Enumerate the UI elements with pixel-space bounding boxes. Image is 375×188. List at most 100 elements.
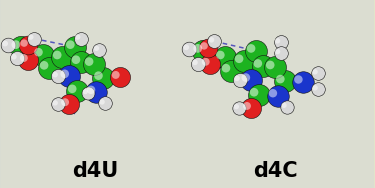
Point xyxy=(253,49,259,52)
Point xyxy=(52,101,58,104)
Point xyxy=(236,107,242,110)
Point xyxy=(209,38,214,41)
Point xyxy=(248,107,254,110)
Point xyxy=(85,92,91,95)
Point xyxy=(93,47,99,50)
Point xyxy=(186,47,192,50)
Point xyxy=(96,48,102,51)
Point xyxy=(272,66,278,69)
Point xyxy=(66,103,72,106)
Point xyxy=(270,92,276,95)
Point xyxy=(113,74,119,77)
Point xyxy=(82,90,88,93)
Point xyxy=(192,61,198,64)
Point xyxy=(14,57,20,60)
Point xyxy=(256,93,262,96)
Point xyxy=(102,102,108,105)
Point xyxy=(55,75,61,78)
Point xyxy=(248,47,254,50)
Point xyxy=(255,62,261,65)
Point xyxy=(28,36,34,39)
Point xyxy=(203,60,209,63)
Point xyxy=(41,64,47,67)
Point xyxy=(11,55,17,58)
Point xyxy=(2,42,8,45)
Point xyxy=(99,100,105,103)
Point xyxy=(282,80,288,83)
Point xyxy=(217,54,223,57)
Point xyxy=(68,43,74,46)
Point xyxy=(312,86,318,89)
Point xyxy=(244,105,250,108)
Point xyxy=(236,57,242,60)
Point xyxy=(228,69,234,72)
Point xyxy=(31,37,37,40)
Point xyxy=(274,39,280,42)
Point xyxy=(284,105,290,108)
Point xyxy=(117,76,123,79)
Point xyxy=(21,42,27,45)
Point xyxy=(86,60,92,63)
Point xyxy=(73,58,79,61)
Point xyxy=(62,101,68,104)
Point xyxy=(195,47,201,50)
Point xyxy=(40,53,46,56)
Point xyxy=(78,61,84,64)
Point xyxy=(233,105,239,108)
Point xyxy=(251,91,257,94)
Point xyxy=(260,64,266,67)
Point xyxy=(300,80,306,83)
Point xyxy=(91,62,97,65)
Point xyxy=(274,50,280,53)
Point xyxy=(100,77,106,80)
Point xyxy=(25,59,31,62)
Point xyxy=(278,78,284,81)
Point xyxy=(66,75,72,78)
Point xyxy=(278,41,284,44)
Point xyxy=(222,56,228,59)
Point xyxy=(223,67,229,70)
Point xyxy=(46,66,52,69)
Point xyxy=(312,70,318,73)
Point xyxy=(74,90,80,93)
Point xyxy=(315,72,321,75)
Point xyxy=(96,74,102,77)
Point xyxy=(88,88,94,91)
Point xyxy=(237,78,243,81)
Point xyxy=(18,45,24,49)
Point xyxy=(248,78,254,81)
Point xyxy=(234,77,240,80)
Point xyxy=(21,57,27,60)
Point xyxy=(59,56,65,59)
Point xyxy=(200,49,206,52)
Point xyxy=(36,51,42,54)
Point xyxy=(205,46,211,49)
Point xyxy=(62,72,68,75)
Point xyxy=(25,44,31,47)
Point xyxy=(211,40,217,43)
Point xyxy=(201,44,207,47)
Point xyxy=(315,88,321,91)
Point xyxy=(78,37,84,40)
Point xyxy=(72,45,78,49)
Point xyxy=(281,104,287,107)
Point xyxy=(55,103,61,106)
Point xyxy=(243,76,249,79)
Point xyxy=(75,36,81,39)
Point xyxy=(52,73,58,76)
Point xyxy=(278,52,284,55)
Point xyxy=(267,64,273,67)
Point xyxy=(274,94,280,97)
Point xyxy=(183,46,189,49)
Point xyxy=(54,54,60,57)
Point xyxy=(296,78,302,81)
Point xyxy=(69,87,75,90)
Point xyxy=(93,91,99,94)
Point xyxy=(13,43,19,46)
Point xyxy=(5,44,11,47)
Text: d4C: d4C xyxy=(254,161,298,181)
Point xyxy=(195,62,201,65)
Point xyxy=(241,60,247,63)
Text: d4U: d4U xyxy=(72,161,119,181)
Point xyxy=(207,62,213,65)
